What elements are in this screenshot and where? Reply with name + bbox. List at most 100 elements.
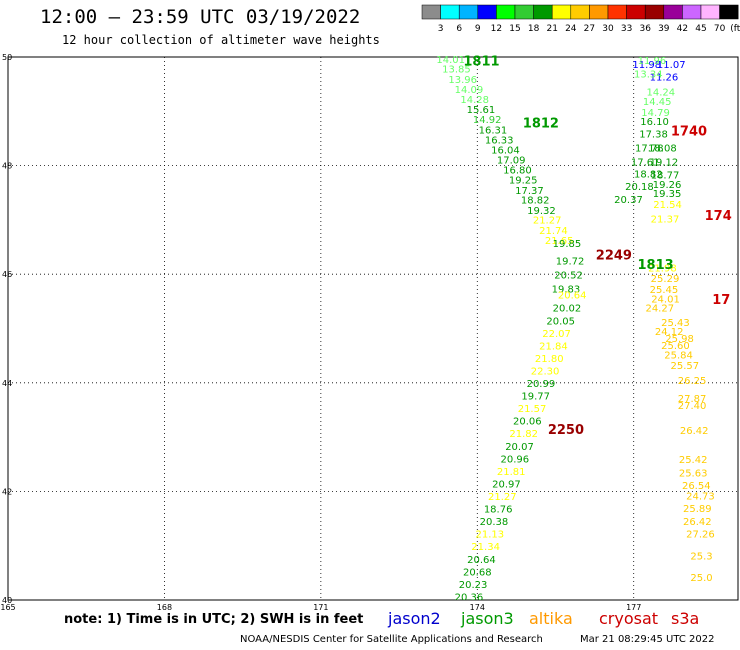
wave-height-value: 24.73 xyxy=(686,492,715,503)
colorbar-label: 6 xyxy=(456,24,462,34)
wave-height-value: 26.42 xyxy=(683,517,712,528)
x-tick-label: 168 xyxy=(157,603,172,612)
pass-time-label: 174 xyxy=(705,209,732,224)
wave-height-value: 27.26 xyxy=(686,530,715,541)
wave-height-value: 16.31 xyxy=(479,126,508,137)
wave-height-value: 20.18 xyxy=(625,182,654,193)
wave-height-value: 26.42 xyxy=(680,426,709,437)
wave-height-value: 18.82 xyxy=(634,170,663,181)
pass-time-label: 2249 xyxy=(596,249,632,264)
x-tick-label: 165 xyxy=(0,603,15,612)
wave-height-value: 21.13 xyxy=(475,530,504,541)
wave-height-value: 19.26 xyxy=(653,180,682,191)
wave-height-value: 20.36 xyxy=(455,593,484,604)
chart-subtitle: 12 hour collection of altimeter wave hei… xyxy=(62,33,380,47)
wave-height-value: 20.97 xyxy=(492,480,521,491)
wave-height-value: 20.99 xyxy=(527,379,556,390)
wave-height-value: 11.26 xyxy=(650,72,679,83)
wave-height-value: 20.06 xyxy=(513,417,542,428)
y-tick-label: 48 xyxy=(2,162,12,171)
wave-height-value: 13.34 xyxy=(634,70,663,81)
legend-altika: altika xyxy=(529,609,573,628)
wave-height-value: 14.79 xyxy=(641,108,670,119)
y-tick-label: 44 xyxy=(2,379,12,388)
y-tick-label: 42 xyxy=(2,487,12,496)
wave-height-value: 25.45 xyxy=(650,285,679,296)
wave-height-value: 20.52 xyxy=(554,271,583,282)
wave-height-value: 20.07 xyxy=(505,442,534,453)
wave-height-value: 16.10 xyxy=(640,117,669,128)
colorbar-label: 3 xyxy=(438,24,444,34)
wave-height-value: 25.42 xyxy=(679,455,708,466)
wave-height-value: 27.87 xyxy=(678,394,707,405)
colorbar-label: 12 xyxy=(491,24,502,34)
wave-height-value: 19.83 xyxy=(552,285,581,296)
wave-height-value: 19.72 xyxy=(556,256,585,267)
colorbar-label: 30 xyxy=(602,24,614,34)
wave-height-value: 11.96 xyxy=(638,56,667,67)
wave-height-value: 25.3 xyxy=(690,551,712,562)
wave-height-value: 11.07 xyxy=(657,60,686,71)
wave-height-value: 20.05 xyxy=(546,317,575,328)
wave-height-value: 20.02 xyxy=(553,304,582,315)
wave-height-value: 14.01 xyxy=(436,55,465,66)
colorbar-label: 21 xyxy=(546,24,557,34)
wave-height-value: 25.0 xyxy=(690,573,712,584)
wave-height-value: 21.27 xyxy=(533,216,562,227)
colorbar-label: 42 xyxy=(677,24,688,34)
wave-height-value: 19.12 xyxy=(650,158,679,169)
pass-time-label: 1813 xyxy=(638,258,674,273)
colorbar-swatch xyxy=(719,4,739,20)
wave-height-value: 21.98 xyxy=(648,263,677,274)
wave-height-value: 14.09 xyxy=(455,85,484,96)
x-tick-label: 174 xyxy=(470,603,485,612)
wave-height-value: 24.01 xyxy=(651,294,680,305)
wave-height-value: 25.29 xyxy=(651,274,680,285)
wave-height-value: 17.61 xyxy=(631,158,660,169)
wave-height-value: 24 xyxy=(698,603,711,614)
wave-height-value: 13.96 xyxy=(448,75,477,86)
wave-height-value: 13.85 xyxy=(442,65,471,76)
colorbar-label: 18 xyxy=(528,24,540,34)
wave-height-value: 26.54 xyxy=(682,481,711,492)
x-tick-label: 177 xyxy=(626,603,641,612)
plot-frame xyxy=(7,56,739,601)
wave-height-value: 25.98 xyxy=(665,334,694,345)
y-tick-label: 50 xyxy=(2,53,12,62)
wave-height-value: 14.92 xyxy=(473,115,502,126)
wave-height-value: 18.08 xyxy=(648,143,677,154)
colorbar-label: 70 xyxy=(714,24,726,34)
wave-height-value: 24.12 xyxy=(655,327,684,338)
legend-jason3: jason3 xyxy=(461,609,514,628)
credit-line: NOAA/NESDIS Center for Satellite Applica… xyxy=(240,634,543,645)
wave-height-value: 25.63 xyxy=(679,469,708,480)
wave-height-value: 16.04 xyxy=(491,146,520,157)
x-tick-label: 171 xyxy=(313,603,328,612)
colorbar-label: 36 xyxy=(639,24,651,34)
wave-height-value: 21.82 xyxy=(509,429,538,440)
wave-height-value: 26.25 xyxy=(678,376,707,387)
wave-height-value: 18.76 xyxy=(484,505,513,516)
colorbar-label: 27 xyxy=(584,24,595,34)
wave-height-value: 21.65 xyxy=(545,236,574,247)
timestamp: Mar 21 08:29:45 UTC 2022 xyxy=(580,634,715,645)
pass-time-label: 2250 xyxy=(548,423,584,438)
wave-height-value: 22.30 xyxy=(531,367,560,378)
wave-height-value: 14.45 xyxy=(643,97,672,108)
data-layer: 14.0113.8513.9614.0914.2815.6114.9216.31… xyxy=(436,55,732,614)
wave-height-value: 18.77 xyxy=(651,171,680,182)
wave-height-value: 21.27 xyxy=(488,492,517,503)
wave-height-value: 21.57 xyxy=(518,404,547,415)
chart-title: 12:00 – 23:59 UTC 03/19/2022 xyxy=(40,6,361,28)
pass-time-label: 17 xyxy=(712,293,730,308)
wave-height-value: 25.43 xyxy=(661,318,690,329)
colorbar-label: 15 xyxy=(509,24,520,34)
wave-height-value: 21.80 xyxy=(535,354,564,365)
wave-height-value: 27.40 xyxy=(678,401,707,412)
wave-height-value: 21.54 xyxy=(653,200,682,211)
colorbar-label: 24 xyxy=(565,24,577,34)
wave-height-value: 21.84 xyxy=(539,342,568,353)
